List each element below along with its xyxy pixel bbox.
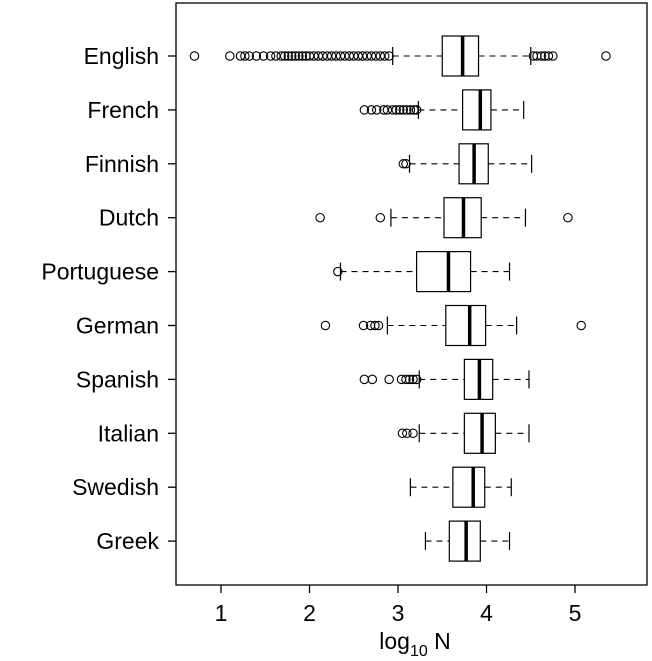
outlier-german-1 <box>358 320 369 331</box>
boxes <box>189 35 611 562</box>
outlier-french-0 <box>359 105 370 115</box>
x-axis-title-subscript: 10 <box>410 643 428 656</box>
category-label-swedish: Swedish <box>72 474 159 500</box>
box-portuguese <box>415 251 472 293</box>
box-group-swedish <box>409 466 512 508</box>
outlier-english-42 <box>601 51 611 61</box>
outlier-french-5 <box>387 105 398 115</box>
outlier-dutch-1 <box>375 212 386 223</box>
category-label-dutch: Dutch <box>99 205 159 231</box>
outlier-french-11 <box>409 105 419 115</box>
outlier-italian-2 <box>408 428 418 439</box>
outlier-english-10 <box>279 51 290 61</box>
box-group-italian <box>397 412 530 454</box>
outlier-english-4 <box>244 51 255 61</box>
plot-frame <box>175 2 648 586</box>
outlier-english-41 <box>548 51 558 61</box>
outlier-finnish-0 <box>398 159 409 169</box>
box-french <box>462 89 492 131</box>
x-tick-label-1: 1 <box>215 600 228 626</box>
box-german <box>445 304 487 347</box>
outlier-spanish-2 <box>384 374 394 385</box>
outlier-german-0 <box>320 320 331 331</box>
category-label-french: French <box>87 97 159 123</box>
outlier-english-9 <box>276 51 286 61</box>
outlier-finnish-1 <box>401 159 411 169</box>
category-label-english: English <box>84 43 159 69</box>
x-tick-label-3: 3 <box>392 600 405 626</box>
box-group-english <box>189 35 611 77</box>
outlier-english-15 <box>297 51 308 61</box>
outlier-english-14 <box>294 51 304 61</box>
category-label-portuguese: Portuguese <box>41 259 159 285</box>
outlier-french-10 <box>405 105 416 115</box>
outlier-dutch-0 <box>315 212 325 223</box>
category-label-finnish: Finnish <box>85 151 159 177</box>
x-axis: 1 2 3 4 5 <box>215 585 582 626</box>
box-group-german <box>320 304 586 347</box>
box-swedish <box>452 466 486 508</box>
outlier-french-1 <box>366 105 377 115</box>
outlier-italian-1 <box>402 428 412 439</box>
outlier-english-1 <box>225 51 235 61</box>
outlier-english-11 <box>283 51 294 61</box>
outlier-spanish-6 <box>408 374 418 385</box>
outlier-english-35 <box>384 51 394 61</box>
outlier-french-12 <box>411 105 422 115</box>
x-axis-title: log10 N <box>379 628 451 656</box>
outlier-english-7 <box>265 51 276 61</box>
outlier-english-13 <box>290 51 301 61</box>
outlier-dutch-2 <box>563 212 573 223</box>
outlier-german-5 <box>576 320 586 331</box>
outlier-english-40 <box>543 51 554 61</box>
outlier-french-9 <box>402 105 412 115</box>
outlier-german-3 <box>370 320 380 331</box>
outlier-english-34 <box>379 51 390 61</box>
outlier-english-12 <box>287 51 297 61</box>
box-group-greek <box>424 520 511 562</box>
outlier-spanish-4 <box>401 374 411 385</box>
box-italian <box>463 412 496 454</box>
category-labels: English French Finnish Dutch Portuguese Germa… <box>41 43 176 554</box>
outlier-german-4 <box>373 320 384 331</box>
outlier-english-6 <box>258 51 269 61</box>
outlier-spanish-1 <box>367 374 378 385</box>
box-group-spanish <box>359 358 530 400</box>
outlier-english-0 <box>189 51 200 61</box>
box-group-dutch <box>315 197 573 239</box>
outlier-spanish-0 <box>359 374 370 385</box>
outlier-english-38 <box>536 51 547 61</box>
outlier-french-6 <box>391 105 401 115</box>
box-group-portuguese <box>333 251 511 293</box>
box-group-french <box>359 89 525 131</box>
x-tick-label-2: 2 <box>303 600 316 626</box>
outlier-spanish-5 <box>404 374 415 385</box>
x-tick-label-5: 5 <box>569 600 582 626</box>
category-label-spanish: Spanish <box>76 366 159 392</box>
outlier-portuguese-0 <box>333 266 343 277</box>
category-label-greek: Greek <box>96 528 159 554</box>
outlier-english-3 <box>240 51 250 61</box>
outlier-spanish-7 <box>411 374 422 385</box>
x-tick-label-4: 4 <box>480 600 493 626</box>
category-label-italian: Italian <box>98 420 159 446</box>
outlier-french-2 <box>372 105 382 115</box>
box-group-finnish <box>398 143 533 185</box>
outlier-french-8 <box>398 105 409 115</box>
box-english <box>441 35 480 77</box>
outlier-italian-0 <box>397 428 408 439</box>
category-label-german: German <box>76 313 159 339</box>
outlier-french-7 <box>395 105 405 115</box>
outlier-english-5 <box>251 51 262 61</box>
